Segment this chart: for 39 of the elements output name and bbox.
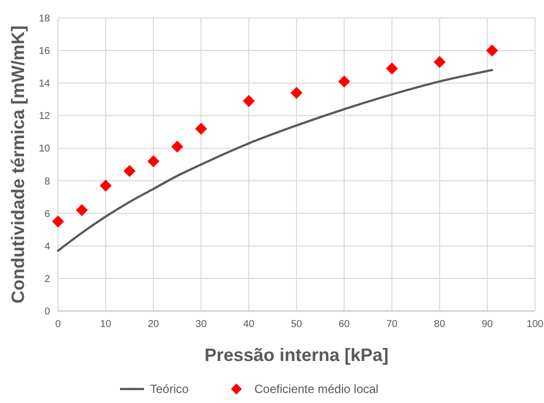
point	[195, 122, 208, 135]
x-tick-label: 90	[482, 319, 494, 330]
x-tick-label: 0	[55, 319, 62, 330]
point	[147, 155, 160, 168]
x-tick-label: 70	[386, 319, 398, 330]
point	[486, 44, 498, 57]
y-tick-label: 4	[44, 241, 50, 252]
point	[100, 180, 112, 192]
x-tick-label: 80	[434, 319, 446, 330]
x-tick-label: 40	[243, 319, 255, 330]
point	[52, 215, 64, 228]
point	[76, 204, 88, 216]
legend-label: Teórico	[150, 382, 190, 396]
point	[242, 95, 255, 108]
y-tick-label: 10	[38, 144, 50, 155]
y-axis-title: Condutividade térmica [mW/mK]	[8, 25, 28, 304]
y-tick-label: 18	[38, 14, 50, 24]
x-tick-label: 20	[148, 319, 160, 330]
point	[171, 140, 184, 153]
x-tick-label: 10	[100, 319, 112, 330]
y-tick-label: 8	[44, 176, 50, 188]
point	[290, 86, 302, 99]
point	[124, 165, 136, 178]
x-axis-title: Pressão interna [kPa]	[204, 345, 389, 365]
point	[386, 62, 398, 74]
y-tick-label: 12	[38, 111, 50, 122]
y-tick-label: 14	[38, 78, 50, 90]
legend-label: Coeficiente médio local	[254, 382, 378, 396]
x-tick-label: 50	[290, 319, 302, 330]
line-series	[56, 68, 494, 252]
y-tick-label: 0	[44, 306, 50, 318]
point	[434, 56, 446, 68]
x-tick-label: 60	[338, 319, 350, 330]
y-tick-label: 6	[44, 208, 50, 220]
point	[338, 75, 350, 88]
x-tick-label: 30	[196, 319, 208, 330]
y-tick-label: 16	[38, 46, 50, 58]
y-tick-label: 2	[44, 274, 50, 285]
x-tick-label: 100	[526, 319, 544, 330]
